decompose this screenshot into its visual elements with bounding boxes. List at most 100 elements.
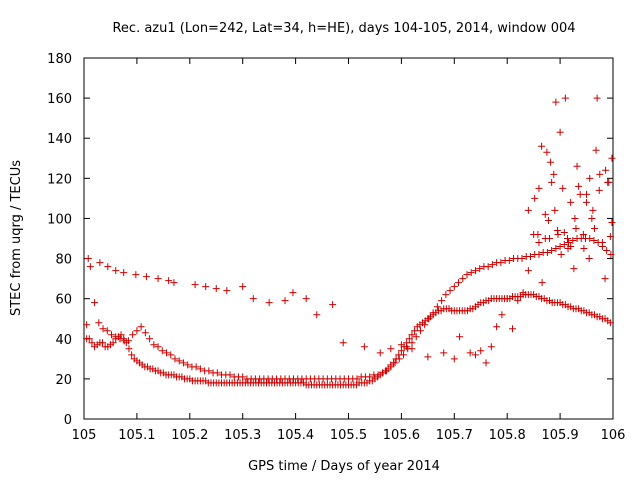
data-point [424, 353, 432, 361]
data-point [586, 235, 594, 242]
data-point [395, 355, 403, 363]
data-point [534, 230, 542, 238]
data-point [477, 347, 485, 355]
data-point [557, 251, 565, 259]
data-point [585, 255, 593, 263]
data-point [463, 271, 471, 279]
data-point [503, 295, 511, 303]
data-point [412, 333, 420, 341]
data-point [109, 339, 117, 347]
data-point [550, 170, 558, 178]
x-tick-label: 105.8 [489, 428, 526, 443]
data-point [104, 263, 112, 271]
data-point [524, 206, 532, 214]
data-point [602, 166, 610, 174]
data-point [505, 257, 513, 265]
data-point [553, 226, 561, 234]
y-tick-label: 120 [47, 172, 72, 187]
data-point [438, 297, 446, 305]
data-point [223, 287, 231, 295]
data-point [524, 267, 532, 275]
data-point [589, 206, 597, 214]
data-point [202, 283, 210, 291]
data-point [579, 230, 587, 238]
data-point [569, 237, 577, 245]
data-point [137, 323, 145, 331]
data-point [339, 339, 347, 347]
data-point [583, 198, 591, 206]
data-point [383, 367, 391, 375]
data-point [548, 178, 556, 186]
plot-frame [83, 57, 614, 420]
data-point [588, 214, 596, 222]
data-point [408, 339, 416, 347]
data-point [573, 162, 581, 170]
data-point [86, 263, 94, 271]
data-point [421, 321, 429, 329]
y-axis-ticks: 0 20 40 60 80 100 120 140 160 180 [47, 52, 613, 428]
data-point [440, 349, 448, 357]
data-point [575, 182, 583, 190]
data-point [590, 224, 598, 232]
data-point [265, 299, 273, 307]
data-point [526, 253, 534, 261]
x-tick-label: 105.3 [224, 428, 261, 443]
data-point [450, 355, 458, 363]
data-point [108, 331, 116, 339]
data-point [171, 355, 179, 363]
data-point [608, 154, 616, 162]
data-point [459, 275, 467, 283]
data-point [607, 251, 615, 259]
data-point [547, 158, 555, 166]
data-point [387, 345, 395, 353]
data-point [433, 303, 441, 311]
data-point [95, 319, 103, 327]
data-point [239, 373, 247, 381]
data-point [165, 277, 173, 285]
data-point [120, 269, 128, 277]
x-axis-label: GPS time / Days of year 2014 [248, 459, 440, 474]
data-point [112, 333, 120, 341]
data-point [129, 331, 137, 339]
data-point [281, 297, 289, 305]
data-point [538, 279, 546, 287]
data-point [564, 245, 572, 253]
data-point [571, 214, 579, 222]
data-point [543, 148, 551, 156]
data-point [313, 311, 321, 319]
data-point [128, 351, 136, 359]
data-point [593, 94, 601, 102]
x-tick-label: 105.2 [171, 428, 208, 443]
data-point [125, 345, 133, 353]
y-tick-label: 0 [64, 413, 72, 428]
data-point [213, 369, 221, 377]
data-point [560, 241, 568, 249]
data-point [405, 335, 413, 343]
x-axis-ticks: 105 105.1 105.2 105.3 105.4 105.5 105.6 105.7 10… [72, 58, 625, 443]
data-point [603, 247, 611, 255]
data-point [378, 369, 386, 377]
data-point [471, 351, 479, 359]
data-point [467, 269, 475, 277]
data-point [484, 263, 492, 271]
data-point [498, 311, 506, 319]
data-point [184, 361, 192, 369]
data-point [175, 357, 183, 365]
data-point [446, 287, 454, 295]
data-point [531, 194, 539, 202]
data-point [604, 178, 612, 186]
data-point [112, 267, 120, 275]
y-tick-label: 100 [47, 212, 72, 227]
y-tick-label: 140 [47, 132, 72, 147]
data-point [249, 295, 257, 303]
data-point [397, 347, 405, 355]
data-point [572, 224, 580, 232]
data-point [541, 210, 549, 218]
data-point [374, 371, 382, 379]
data-point [133, 327, 141, 335]
data-point [88, 339, 96, 347]
data-point [519, 289, 527, 297]
data-point [387, 363, 395, 371]
data-point [497, 259, 505, 267]
y-axis-label: STEC from uqrg / TECUs [9, 160, 24, 316]
